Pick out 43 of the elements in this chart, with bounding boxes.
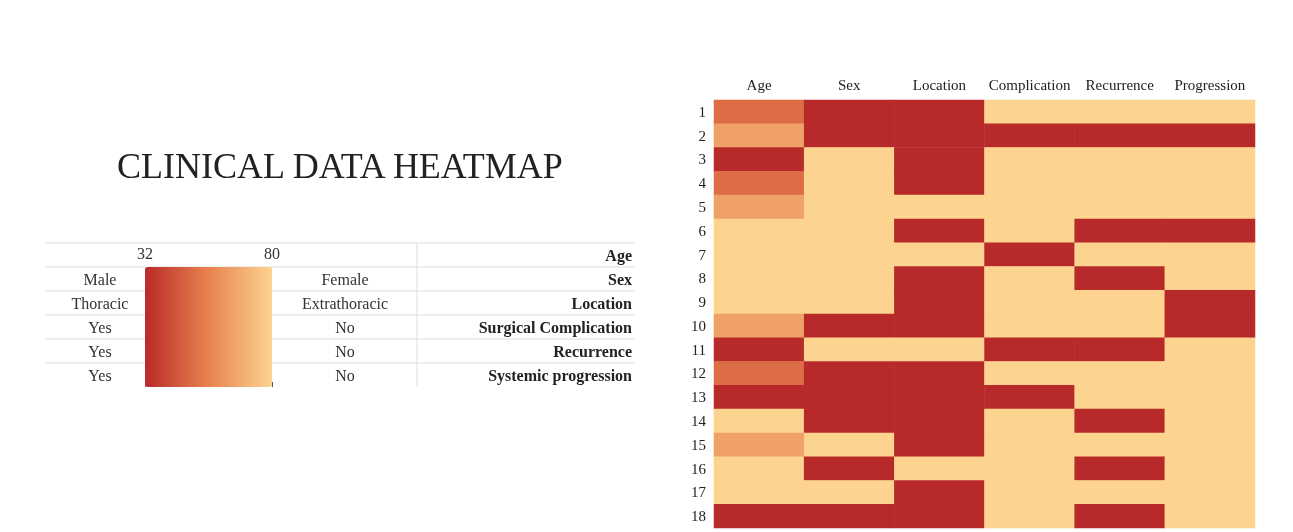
y-tick-label: 14 — [691, 413, 707, 429]
x-tick-label: Recurrence — [1085, 76, 1155, 93]
text: CLINICAL DATA HEATMAP — [117, 146, 563, 186]
text: Thoracic — [71, 294, 129, 312]
text: Extrathoracic — [301, 294, 389, 312]
text: Male — [83, 270, 117, 288]
y-tick-label: 12 — [691, 365, 706, 382]
y-tick-label: 9 — [698, 294, 706, 311]
color-bar-label: 80 — [264, 244, 280, 262]
text: Yes — [88, 318, 112, 336]
text: Female — [321, 270, 369, 288]
x-tick-label: Age — [746, 76, 772, 93]
y-tick-label: 5 — [698, 199, 706, 215]
x-tick-label: Sex — [838, 76, 861, 93]
text: No — [335, 342, 355, 360]
x-tick-label: Progression — [1174, 76, 1246, 93]
y-tick-label: 13 — [691, 389, 706, 406]
y-tick-label: 18 — [691, 508, 706, 525]
text: No — [335, 366, 355, 384]
y-tick-label: 15 — [691, 436, 706, 453]
color-bar-title: Age — [605, 246, 632, 265]
y-tick-label: 7 — [698, 246, 707, 263]
text: Recurrence — [553, 342, 632, 360]
text: No — [335, 318, 355, 336]
y-tick-label: 3 — [698, 151, 706, 168]
text: Location — [571, 294, 633, 312]
color-bar-label: 32 — [137, 244, 153, 262]
y-tick-label: 17 — [691, 484, 707, 501]
x-tick-label: Complication — [988, 76, 1071, 93]
text: Yes — [88, 366, 112, 384]
text: Surgical Complication — [478, 318, 633, 337]
x-tick-label: Location — [912, 76, 967, 93]
y-tick-label: 8 — [698, 270, 706, 287]
y-tick-label: 10 — [691, 317, 706, 334]
text: Sex — [608, 270, 632, 288]
y-tick-label: 16 — [691, 460, 707, 477]
y-tick-label: 1 — [698, 103, 706, 120]
text: Systemic progression — [488, 366, 633, 385]
y-tick-label: 4 — [698, 175, 707, 192]
y-tick-label: 11 — [691, 341, 706, 358]
text: Yes — [88, 342, 112, 360]
y-tick-label: 2 — [698, 127, 706, 144]
y-tick-label: 6 — [698, 222, 707, 239]
